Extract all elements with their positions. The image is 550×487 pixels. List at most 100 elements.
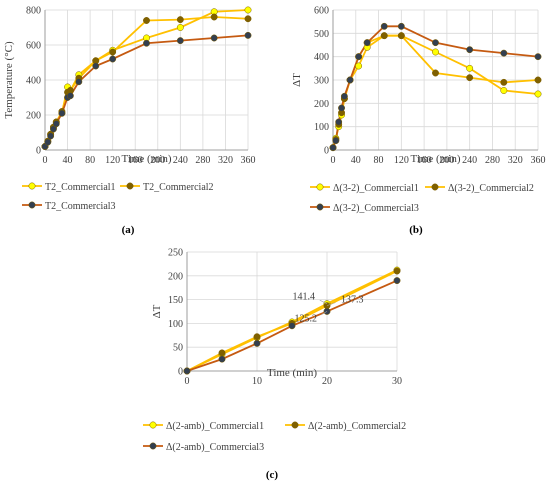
series-line-3 [44,34,249,147]
y-tick-label: 400 [314,52,329,63]
data-point-series-3 [432,39,439,47]
y-tick-label: 800 [26,6,41,17]
data-point-series-3 [50,125,57,133]
data-point-series-3 [363,39,371,47]
data-point-series-1 [176,24,184,31]
x-axis-label: Time (min) [267,367,317,379]
x-axis-label: Time (min) [410,153,460,165]
data-point-series-3 [397,22,405,30]
x-tick-label: 20 [322,376,332,387]
data-point-series-3 [355,53,363,61]
data-label: 141.4 [293,292,316,303]
data-point-series-3 [58,109,66,117]
series-line-2 [186,270,398,372]
y-tick-label: 0 [178,367,183,378]
legend-entry: Δ(3-2)_Commercial2 [448,183,534,194]
chart-panel-b: 0 100 200 300 400 500 600 0 40 80 120 160 200 240 280 3… [291,6,546,237]
legend-entry: T2_Commercial1 [45,182,116,193]
data-point-series-3 [176,37,184,45]
data-point-series-2 [466,74,474,82]
data-point-series-3 [44,138,52,146]
data-point-series-3 [332,137,340,145]
data-label: 125.2 [295,313,318,324]
y-tick-label: 0 [324,146,329,157]
y-axis-label: Temperature (°C) [3,41,15,119]
y-tick-label: 200 [168,271,183,282]
data-point-series-2 [109,48,117,56]
y-tick-label: 50 [173,343,183,354]
data-point-series-3 [340,92,348,100]
x-tick-label: 360 [531,155,546,166]
data-point-series-3 [329,144,337,152]
x-axis-label: Time (min) [121,153,171,165]
data-point-series-2 [210,13,218,21]
y-tick-label: 200 [26,111,41,122]
y-tick-label: 600 [26,41,41,52]
x-tick-label: 200 [439,155,454,166]
data-point-series-3 [183,367,191,375]
data-point-series-3 [210,34,218,42]
x-tick-label: 360 [241,155,256,166]
legend-swatch-marker [28,201,36,209]
y-tick-label: 250 [168,248,183,259]
legend-entry: Δ(2-amb)_Commercial1 [166,421,264,432]
panel-label: (c) [266,469,279,481]
data-point-series-2 [393,267,401,275]
data-point-series-3 [92,62,100,70]
x-tick-label: 120 [105,155,120,166]
x-tick-label: 0 [331,155,336,166]
x-tick-label: 120 [394,155,409,166]
data-point-series-3 [75,78,83,86]
data-point-series-1 [355,62,363,70]
panel-label: (a) [122,224,135,236]
x-tick-label: 160 [417,155,432,166]
y-axis-label: ΔT [151,304,163,318]
panel-label: (b) [409,224,423,236]
y-tick-label: 200 [314,99,329,110]
data-point-series-2 [253,333,261,341]
x-tick-label: 0 [185,376,190,387]
x-tick-label: 240 [462,155,477,166]
legend-entry: Δ(3-2)_Commercial1 [333,183,419,194]
legend-swatch-marker [316,183,324,191]
legend-swatch-marker [291,421,299,429]
data-point-series-3 [218,355,226,363]
x-tick-label: 320 [508,155,523,166]
data-point-series-1 [534,90,542,98]
x-tick-label: 40 [63,155,73,166]
y-tick-label: 100 [168,319,183,330]
data-point-series-3 [109,55,117,63]
x-tick-label: 320 [218,155,233,166]
x-tick-label: 0 [43,155,48,166]
data-point-series-1 [432,48,439,56]
series-line-3 [186,279,398,372]
data-point-series-2 [143,17,150,24]
x-tick-label: 280 [195,155,210,166]
data-point-series-2 [432,69,439,77]
legend-entry: Δ(3-2)_Commercial3 [333,203,419,214]
data-point-series-3 [253,339,261,347]
y-tick-label: 300 [314,76,329,87]
legend-swatch-marker [126,182,134,190]
data-point-series-3 [47,132,55,140]
x-tick-label: 280 [485,155,500,166]
legend-swatch-marker [316,203,324,211]
legend-entry: T2_Commercial2 [143,182,214,193]
y-axis-label: ΔT [291,73,303,87]
data-point-series-3 [466,46,474,54]
legend-swatch-marker [149,442,157,450]
data-point-series-3 [66,92,74,100]
y-tick-label: 400 [26,76,41,87]
x-tick-label: 240 [173,155,188,166]
legend-entry: Δ(2-amb)_Commercial2 [308,421,406,432]
data-point-series-3 [338,104,345,112]
data-point-series-2 [218,349,226,357]
x-tick-label: 80 [374,155,384,166]
data-point-series-3 [393,277,401,285]
data-point-series-2 [534,76,542,84]
data-point-series-3 [244,31,252,39]
data-point-series-1 [244,6,252,14]
legend-entry: Δ(2-amb)_Commercial3 [166,442,264,453]
data-point-series-3 [288,322,296,330]
